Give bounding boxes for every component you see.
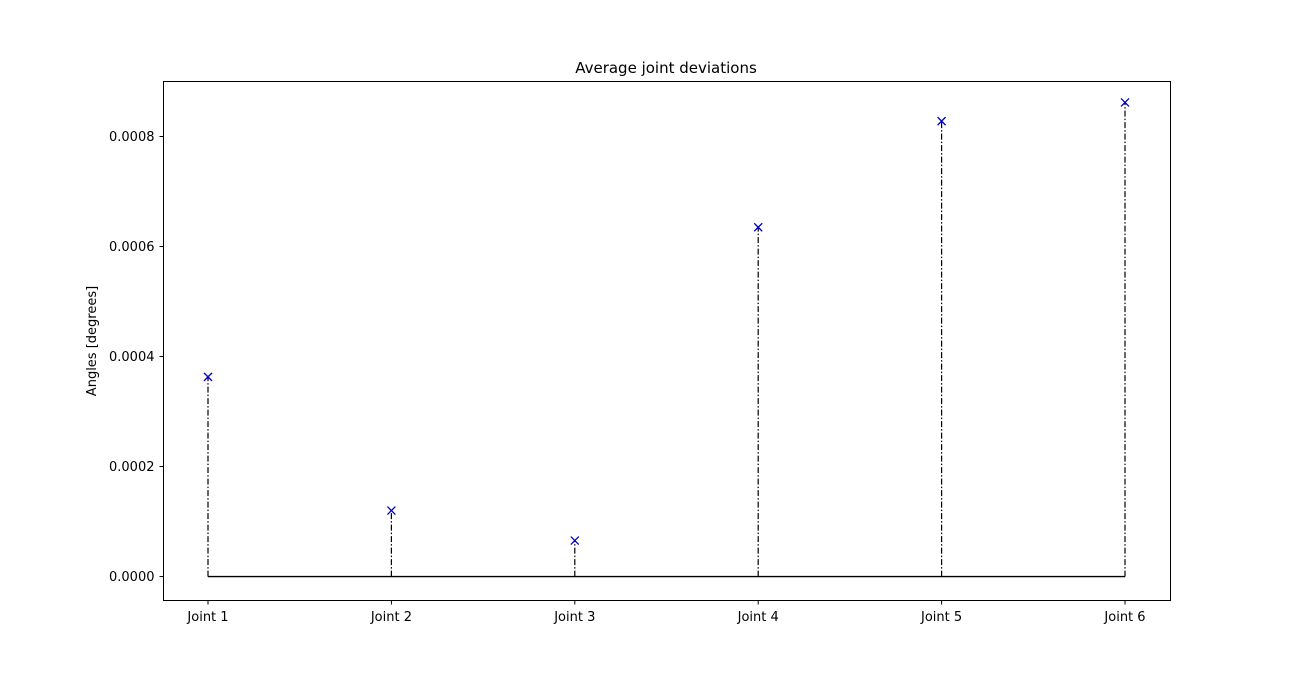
y-tick-label-2: 0.0002 [109, 460, 155, 475]
x-marker-stroke [570, 536, 580, 546]
x-tick-label-3: Joint 3 [553, 610, 595, 625]
x-tick-label-2: Joint 2 [370, 610, 412, 625]
y-tick-label-1: 0.0000 [109, 570, 155, 585]
data-point-1 [203, 372, 213, 382]
data-point-4 [753, 222, 763, 232]
data-point-6 [1120, 97, 1130, 107]
data-point-2 [386, 506, 396, 516]
y-tick-label-3: 0.0004 [109, 350, 155, 365]
x-marker-stroke [1120, 97, 1130, 107]
x-tick-label-5: Joint 5 [920, 610, 962, 625]
x-marker-stroke [937, 116, 947, 126]
x-marker-stroke [386, 506, 396, 516]
x-marker-stroke [203, 372, 213, 382]
data-point-5 [937, 116, 947, 126]
axes-frame [163, 81, 1171, 601]
plot-area: Joint 1 Joint 2 Joint 3 Joint 4 Joint 5 Joint… [109, 97, 1146, 625]
y-tick-label-4: 0.0006 [109, 240, 155, 255]
y-tick-label-5: 0.0008 [109, 130, 155, 145]
data-point-3 [570, 536, 580, 546]
x-tick-label-6: Joint 6 [1103, 610, 1145, 625]
x-tick-label-1: Joint 1 [186, 610, 228, 625]
x-tick-label-4: Joint 4 [737, 610, 779, 625]
x-marker-stroke [753, 222, 763, 232]
chart-title: Average joint deviations [575, 59, 757, 77]
y-axis-label: Angles [degrees] [85, 286, 100, 396]
